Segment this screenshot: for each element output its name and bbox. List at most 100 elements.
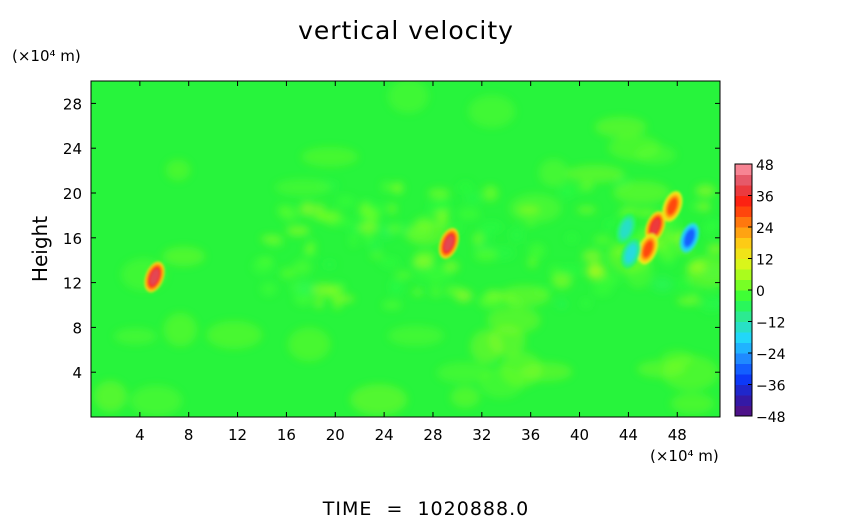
colorbar-segment <box>735 342 752 354</box>
field-cell <box>689 290 699 298</box>
field-cell <box>582 249 603 263</box>
colorbar-tick-label: −24 <box>756 347 786 363</box>
field-cell <box>260 282 277 296</box>
field-cell <box>388 325 444 346</box>
field-cell <box>557 265 582 276</box>
field-cell <box>114 328 157 345</box>
field-cell <box>600 273 620 286</box>
field-cell <box>487 306 541 334</box>
x-tick-label: 48 <box>668 426 687 444</box>
field-cell <box>277 204 290 217</box>
colorbar-segment <box>735 185 752 196</box>
field-cell <box>300 201 315 217</box>
field-cell <box>279 267 297 280</box>
field-feature <box>621 220 631 237</box>
colorbar-segment <box>735 164 752 175</box>
field-cell <box>594 116 647 138</box>
x-tick-label: 16 <box>277 426 296 444</box>
colorbar-tick-label: −36 <box>756 379 786 395</box>
field-cell <box>293 259 312 276</box>
x-tick-label: 20 <box>326 426 345 444</box>
field-cell <box>482 185 499 202</box>
field-texture <box>93 81 720 417</box>
field-cell <box>603 219 616 230</box>
colorbar-segment <box>735 374 752 385</box>
field-cell <box>355 222 379 233</box>
field-cell <box>260 235 283 243</box>
field-cell <box>576 206 597 214</box>
colorbar-segment <box>735 174 752 186</box>
field-cell <box>586 263 602 280</box>
field-cell <box>412 256 434 269</box>
field-cell <box>478 294 499 308</box>
colorbar-segment <box>735 279 752 291</box>
field-feature <box>643 240 653 258</box>
field-cell <box>363 230 374 245</box>
field-cell <box>274 178 331 196</box>
field-cell <box>427 201 448 214</box>
y-tick-label: 28 <box>63 95 82 113</box>
field-cell <box>391 183 401 193</box>
field-cell <box>336 195 356 208</box>
field-cell <box>613 181 671 205</box>
time-footer: TIME = 1020888.0 <box>322 498 529 519</box>
field-cell <box>473 232 483 246</box>
colorbar-segment <box>735 290 752 301</box>
field-cell <box>428 266 452 282</box>
colorbar-segment <box>735 353 752 364</box>
colorbar-segment <box>735 269 752 280</box>
plot-frame <box>90 80 721 418</box>
field-cell <box>130 385 182 417</box>
field-cell <box>311 211 336 221</box>
field-cell <box>314 297 324 309</box>
field-cell <box>450 386 480 408</box>
field-cell <box>552 273 572 289</box>
field-cell <box>350 384 408 416</box>
field-layer <box>93 81 720 417</box>
field-cell <box>379 257 400 268</box>
field-cell <box>388 81 429 114</box>
colorbar-segment <box>735 405 752 417</box>
field-cell <box>499 285 551 307</box>
field-cell <box>430 290 443 297</box>
colorbar-segment <box>735 216 752 228</box>
field-cell <box>457 207 481 221</box>
colorbar-segment <box>735 300 752 312</box>
colorbar-segment <box>735 332 752 343</box>
x-tick-label: 40 <box>570 426 589 444</box>
field-cell <box>349 232 358 248</box>
field-cell <box>676 296 701 305</box>
colorbar-tick-label: −12 <box>756 316 786 332</box>
field-cell <box>429 282 442 291</box>
field-cell <box>561 187 583 194</box>
field-cell <box>509 227 524 243</box>
field-cell <box>301 146 359 167</box>
colorbar-segment <box>735 195 752 207</box>
field-cell <box>538 159 569 187</box>
field-cell <box>686 255 720 289</box>
y-tick-label: 12 <box>63 275 82 293</box>
field-cell <box>206 320 263 349</box>
y-tick-label: 4 <box>72 364 82 382</box>
colorbar-segment <box>735 248 752 259</box>
x-axis: 4 8 12 16 20 24 28 32 36 40 44 48 <box>135 81 687 444</box>
colorbar-tick-label: 36 <box>756 190 774 206</box>
field-cell <box>394 271 413 280</box>
field-feature <box>667 198 678 215</box>
x-tick-label: 24 <box>375 426 394 444</box>
colorbar: 48 36 24 12 0 −12 −24 −36 −48 <box>734 158 786 426</box>
field-cell <box>414 251 437 260</box>
field-features <box>144 191 700 293</box>
field-cell <box>387 203 397 215</box>
field-cell <box>706 243 720 255</box>
field-cell <box>464 193 481 204</box>
field-cell <box>593 235 612 245</box>
field-cell <box>690 202 700 211</box>
field-cell <box>662 259 675 266</box>
y-tick-label: 16 <box>63 230 82 248</box>
colorbar-tick-label: 12 <box>756 253 774 269</box>
field-cell <box>304 244 314 255</box>
field-cell <box>695 184 716 198</box>
colorbar-tick-label: 0 <box>756 284 765 300</box>
field-feature <box>626 245 636 262</box>
